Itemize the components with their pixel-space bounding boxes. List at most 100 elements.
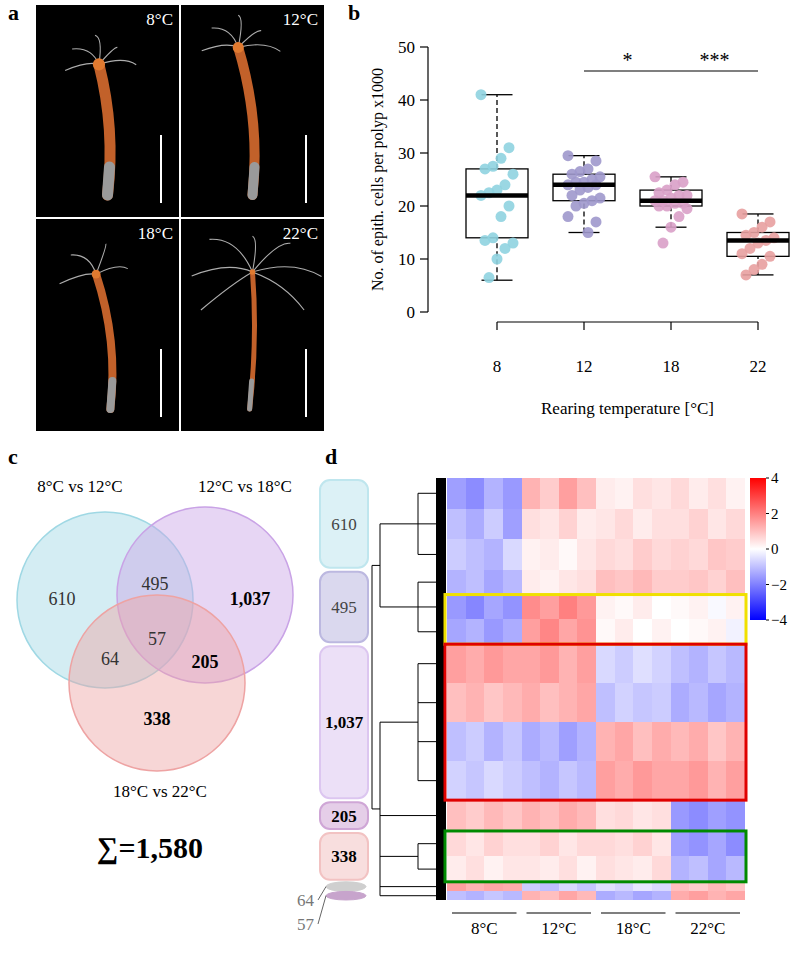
- heat-cell: [615, 539, 634, 570]
- y-tick: [420, 311, 428, 312]
- heat-cell: [522, 619, 541, 644]
- x-tick-label: 18: [663, 357, 680, 376]
- head: [93, 58, 105, 70]
- heat-cell: [447, 856, 466, 882]
- x-tick-label: 8: [493, 357, 502, 376]
- heat-cell: [726, 644, 745, 684]
- heat-cell: [503, 683, 522, 723]
- tentacle: [201, 272, 253, 310]
- heat-cell: [726, 619, 745, 644]
- heat-cell: [484, 570, 503, 595]
- heat-cell: [484, 882, 503, 892]
- cluster-labels: 6104951,0372053386457: [297, 480, 368, 934]
- stalk: [99, 64, 110, 195]
- highlight-frame: [445, 831, 746, 882]
- dendro-branch: [392, 523, 418, 524]
- cluster-pill: [320, 480, 368, 568]
- heat-cell: [484, 539, 503, 570]
- point: [741, 269, 752, 280]
- region-count: 610: [49, 589, 76, 609]
- heat-cell: [466, 761, 485, 801]
- x-tick: [583, 322, 584, 330]
- heat-cell: [708, 761, 727, 801]
- heat-cell: [708, 882, 727, 892]
- region-count: 205: [192, 652, 219, 672]
- x-tick: [757, 322, 758, 330]
- heat-cell: [522, 570, 541, 595]
- heat-cell: [503, 891, 522, 900]
- heat-cell: [708, 570, 727, 595]
- x-tick: [496, 322, 497, 330]
- heat-cell: [633, 856, 652, 882]
- dendro-branch: [380, 856, 386, 857]
- heat-cell: [596, 644, 615, 684]
- heat-cell: [615, 800, 634, 831]
- heat-cell: [447, 761, 466, 801]
- heat-cell: [615, 595, 634, 620]
- heat-cell: [466, 882, 485, 892]
- cluster-label: 64: [297, 891, 315, 910]
- colorbar-label: −2: [771, 577, 787, 593]
- heat-cell: [522, 509, 541, 540]
- heat-cell: [540, 882, 559, 892]
- region-count: 495: [142, 574, 169, 594]
- stalk: [250, 272, 255, 409]
- heat-cell: [466, 800, 485, 831]
- head: [92, 270, 101, 279]
- set-label: 8°C vs 12°C: [37, 477, 122, 496]
- group-label: 18°C: [616, 919, 651, 938]
- heat-cell: [466, 570, 485, 595]
- cluster-pill: [320, 802, 368, 829]
- median: [466, 193, 528, 198]
- heat-cell: [503, 595, 522, 620]
- heat-cell: [633, 478, 652, 509]
- heat-cell: [726, 856, 745, 882]
- heat-cell: [596, 800, 615, 831]
- heat-cell: [671, 800, 690, 831]
- heat-cell: [708, 722, 727, 762]
- heat-cell: [466, 856, 485, 882]
- heat-cell: [466, 683, 485, 723]
- heat-cell: [484, 619, 503, 644]
- heat-cell: [447, 509, 466, 540]
- heat-cell: [540, 722, 559, 762]
- heat-cell: [559, 856, 578, 882]
- heat-cell: [652, 831, 671, 857]
- heat-cell: [559, 509, 578, 540]
- point: [666, 222, 677, 233]
- point: [504, 142, 515, 153]
- heat-cell: [652, 595, 671, 620]
- heat-cell: [671, 595, 690, 620]
- heat-cell: [484, 761, 503, 801]
- dendro-branch: [380, 523, 392, 524]
- tentacle: [202, 45, 238, 51]
- polyp: [65, 35, 161, 203]
- heat-cell: [503, 509, 522, 540]
- heat-cell: [596, 722, 615, 762]
- heatmap: [447, 478, 745, 900]
- heat-cell: [577, 831, 596, 857]
- heat-cell: [633, 539, 652, 570]
- heat-cell: [708, 800, 727, 831]
- venn-circle: [69, 595, 245, 771]
- heat-cell: [540, 856, 559, 882]
- heat-cell: [540, 761, 559, 801]
- panel-letter: d: [325, 444, 337, 469]
- colorbar-tick: [766, 513, 769, 514]
- heat-cell: [596, 831, 615, 857]
- heat-cell: [708, 509, 727, 540]
- heat-cell: [522, 831, 541, 857]
- heat-cell: [447, 595, 466, 620]
- heat-cell: [689, 856, 708, 882]
- y-tick-label: 0: [407, 303, 416, 322]
- heat-cell: [596, 509, 615, 540]
- heat-cell: [652, 761, 671, 801]
- heat-cell: [484, 595, 503, 620]
- heat-cell: [652, 891, 671, 900]
- photo-frame: [181, 219, 324, 431]
- colorbar-tick: [766, 478, 769, 479]
- heat-cell: [503, 882, 522, 892]
- heat-cell: [466, 722, 485, 762]
- heat-cell: [447, 882, 466, 892]
- photo-label: 8°C: [146, 10, 173, 29]
